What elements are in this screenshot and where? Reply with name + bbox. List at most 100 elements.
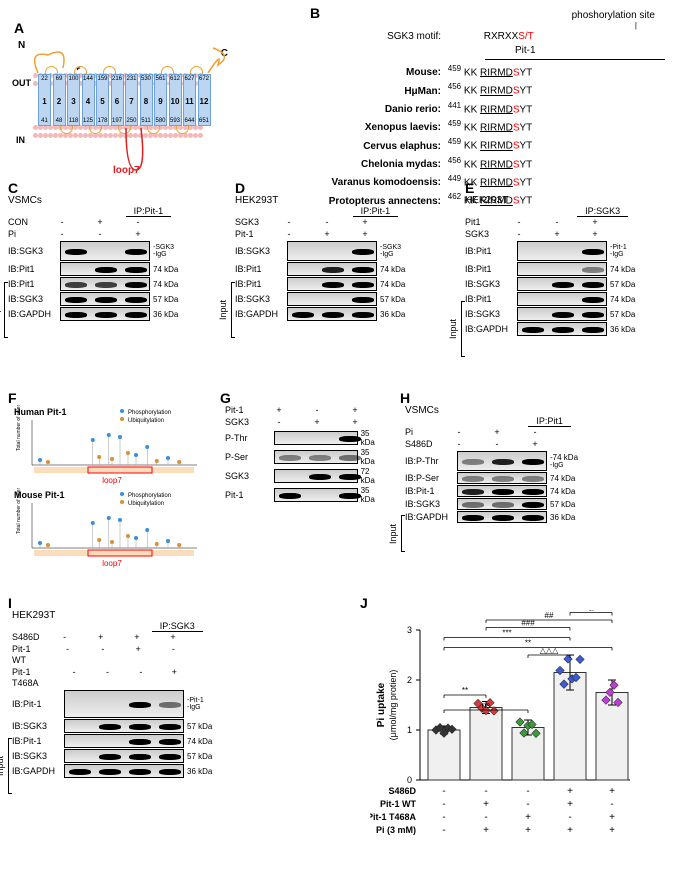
cond-val: +: [343, 405, 367, 416]
ip-label: IP:SGK3: [577, 206, 628, 217]
blot-row: IB:Pit-174 kDa: [405, 485, 578, 497]
input-brace: [231, 282, 235, 338]
blot-image: [274, 469, 358, 483]
phos-site-label: phoshorylation site: [572, 10, 655, 21]
blot-row: IB:SGK357 kDa: [465, 277, 635, 291]
cond-label: Pi: [405, 427, 413, 438]
ib-label: IB:Pit1: [8, 279, 60, 289]
tm-domain: 22141: [38, 74, 51, 126]
cond-val: +: [90, 632, 112, 643]
mw-label: 57 kDa: [547, 500, 575, 509]
motif-seq: RXRXXS/T: [448, 31, 534, 42]
blot-row: IB:SGK357 kDa: [465, 307, 635, 321]
cell-type: HEK293T: [235, 195, 405, 206]
cond-val: -: [507, 217, 531, 228]
species-row: Chelonia mydas: 456 KK RIRMDSYT: [315, 154, 685, 172]
cell-type: VSMCs: [8, 195, 178, 206]
svg-text:ns: ns: [482, 701, 490, 710]
blot-row: IB:SGK357 kDa: [235, 292, 405, 306]
cond-label: Pit-1 WT: [12, 644, 43, 666]
blot-image: [457, 485, 547, 497]
svg-text:Ubiquitylation: Ubiquitylation: [128, 418, 164, 424]
cell-type: HEK293T: [12, 610, 212, 621]
svg-text:+: +: [567, 786, 573, 797]
blot-image: [274, 488, 358, 502]
ib-label: IB:P-Ser: [405, 473, 457, 483]
cond-val: -: [315, 217, 339, 228]
cond-val: +: [343, 417, 367, 428]
svg-text:Total number of references: Total number of references: [16, 488, 22, 534]
blot-row: IB:Pit174 kDa: [8, 277, 178, 291]
cond-val: -: [523, 427, 547, 438]
blot-image: [517, 262, 607, 276]
svg-text:**: **: [525, 639, 531, 648]
ib-label: IB:SGK3: [12, 751, 64, 761]
sgk3-motif-label: SGK3 motif:: [315, 30, 445, 44]
svg-text:+: +: [567, 825, 573, 836]
ip-label: IP:SGK3: [152, 621, 203, 632]
panel-j-label: J: [360, 595, 368, 611]
blot-panel: VSMCsIP:Pit-1CON-+-Pi--+IB:SGK3-SGK3-IgG…: [8, 195, 178, 321]
blot-row: IB:SGK3 57 kDa: [405, 498, 578, 510]
blot-row: IB:SGK3-SGK3-IgG: [8, 241, 178, 261]
cond-val: -: [126, 217, 150, 228]
blot-row: IB:Pit174 kDa: [235, 262, 405, 276]
svg-text:-: -: [442, 812, 445, 823]
mw-label: 74 kDa: [607, 265, 635, 274]
ib-label: IB:SGK3: [235, 294, 287, 304]
ib-label: IB:SGK3: [405, 499, 457, 509]
ib-label: Pit-1: [225, 490, 274, 500]
svg-text:&: &: [588, 610, 594, 613]
cond-val: -: [98, 667, 117, 689]
svg-text:+: +: [567, 799, 573, 810]
cond-val: +: [165, 667, 184, 689]
blot-image: [60, 292, 150, 306]
svg-text:##: ##: [545, 611, 554, 620]
cond-val: +: [353, 229, 377, 240]
tm-domain: 5619580: [154, 74, 167, 126]
panel-b-alignment: phoshorylation site | SGK3 motif: RXRXXS…: [315, 10, 685, 209]
tm-domain: 61210593: [169, 74, 182, 126]
svg-text:Pi uptake: Pi uptake: [376, 682, 387, 727]
cond-label: Pit-1: [225, 405, 244, 416]
cond-val: +: [126, 632, 148, 643]
panel-i-label: I: [8, 595, 12, 611]
mw-label: 35 kDa: [358, 486, 385, 504]
ib-label: IB:Pit1: [465, 264, 517, 274]
ib-label: IB:SGK3: [12, 721, 64, 731]
input-brace: [8, 738, 12, 794]
cond-label: SGK3: [225, 417, 249, 428]
ib-label: IB:Pit-1: [12, 699, 64, 709]
svg-text:△△△: △△△: [540, 646, 559, 655]
ib-label: IB:GAPDH: [8, 309, 60, 319]
input-label: Input: [218, 300, 228, 320]
ib-label: IB:Pit1: [235, 279, 287, 289]
mw-label: 74 kDa: [377, 280, 405, 289]
blot-row: Pit-1 35 kDa: [225, 486, 384, 504]
tm-domain: 1595178: [96, 74, 109, 126]
ib-label: IB:GAPDH: [465, 324, 517, 334]
cond-val: -: [50, 229, 74, 240]
loop7-label: loop7: [113, 165, 140, 176]
svg-text:Pit-1 T468A: Pit-1 T468A: [370, 812, 416, 822]
species-row: Danio rerio: 441 KK RIRMDSYT: [315, 99, 685, 117]
blot-row: IB:Pit-1-Pit-1-IgG: [12, 690, 212, 718]
species-row: Varanus komodoensis: 449 KK RIRMDSYT: [315, 172, 685, 190]
mw-label: 74 kDa: [377, 265, 405, 274]
cond-label: Pi: [8, 229, 16, 240]
input-label: Input: [448, 319, 458, 339]
svg-text:loop7: loop7: [102, 476, 122, 485]
mw-label: 36 kDa: [607, 325, 635, 334]
blot-row: IB:Pit-174 kDa: [12, 734, 212, 748]
blot-panel: HEK293TIP:SGK3Pit1--+SGK3-++IB:Pit1-Pit-…: [465, 195, 635, 336]
panel-f-label: F: [8, 390, 17, 406]
blot-row: IB:GAPDH36 kDa: [405, 511, 578, 523]
svg-text:3: 3: [407, 625, 412, 635]
blot-image: [64, 690, 184, 718]
tm-domain: 1003118: [67, 74, 80, 126]
svg-text:1: 1: [407, 725, 412, 735]
ib-label: IB:SGK3: [8, 246, 60, 256]
cond-val: -: [163, 644, 184, 666]
cond-val: -: [507, 229, 531, 240]
ib-label: IB:Pit1: [8, 264, 60, 274]
